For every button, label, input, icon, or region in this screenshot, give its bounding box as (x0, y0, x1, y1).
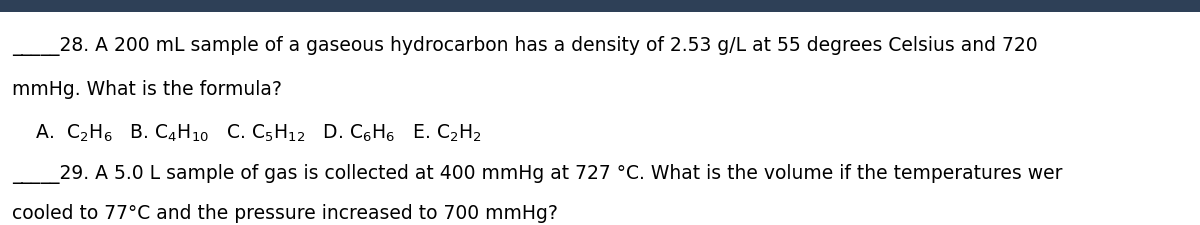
Text: cooled to 77°C and the pressure increased to 700 mmHg?: cooled to 77°C and the pressure increase… (12, 204, 558, 223)
Text: A.  $\mathregular{C_2H_6}$   B. $\mathregular{C_4H_{10}}$   C. $\mathregular{C_5: A. $\mathregular{C_2H_6}$ B. $\mathregul… (12, 123, 482, 144)
Text: _____28. A 200 mL sample of a gaseous hydrocarbon has a density of 2.53 g/L at 5: _____28. A 200 mL sample of a gaseous hy… (12, 36, 1038, 56)
FancyBboxPatch shape (0, 0, 1200, 12)
Text: _____29. A 5.0 L sample of gas is collected at 400 mmHg at 727 °C. What is the v: _____29. A 5.0 L sample of gas is collec… (12, 164, 1062, 184)
Text: mmHg. What is the formula?: mmHg. What is the formula? (12, 80, 282, 99)
